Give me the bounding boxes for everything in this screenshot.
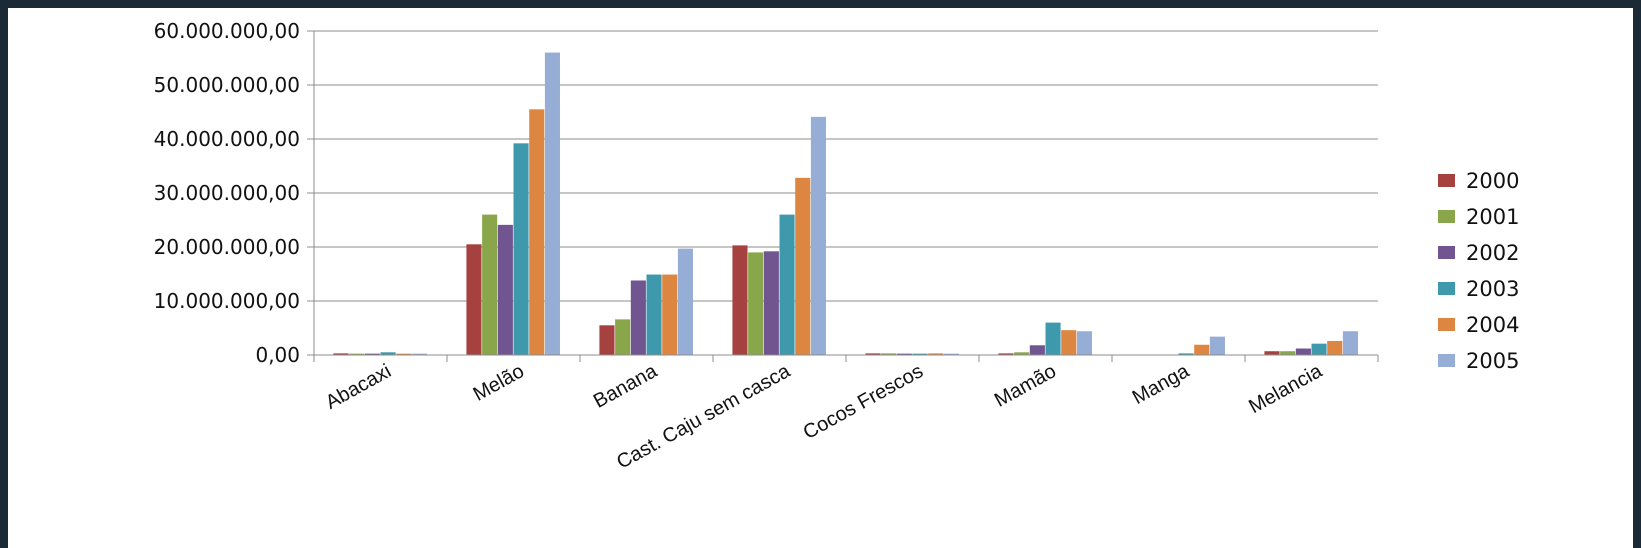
legend-label-2003: 2003 <box>1466 277 1519 301</box>
bar-2001-banana <box>615 319 631 355</box>
bar-2001-cast-caju-sem-casca <box>748 252 764 355</box>
bar-2003-banana <box>646 274 662 355</box>
x-category-label: Abacaxi <box>322 360 395 414</box>
bar-2001-cocos-frescos <box>881 353 897 355</box>
bar-2004-banana <box>662 274 678 355</box>
bar-2003-mam-o <box>1045 322 1061 355</box>
bar-2002-abacaxi <box>364 353 380 355</box>
y-tick-label: 60.000.000,00 <box>154 19 300 43</box>
bar-2000-abacaxi <box>333 353 349 355</box>
bar-2005-abacaxi <box>411 353 427 355</box>
bar-2000-mam-o <box>998 353 1014 355</box>
bar-2004-mam-o <box>1061 330 1077 355</box>
bar-2004-melancia <box>1327 340 1343 355</box>
y-tick-label: 20.000.000,00 <box>154 235 300 259</box>
bar-2002-mam-o <box>1029 345 1045 355</box>
bar-2002-melancia <box>1295 348 1311 355</box>
bar-2003-manga <box>1178 353 1194 355</box>
y-tick-label: 40.000.000,00 <box>154 127 300 151</box>
bar-2003-melancia <box>1311 343 1327 355</box>
bar-2004-cast-caju-sem-casca <box>795 177 811 355</box>
x-category-label: Manga <box>1129 360 1194 409</box>
bar-2005-banana <box>677 248 693 355</box>
bar-2000-cocos-frescos <box>865 353 881 355</box>
x-category-label: Melão <box>470 360 528 406</box>
chart-frame: 0,00 10.000.000,00 20.000.000,00 30.000.000… <box>8 8 1633 548</box>
bar-2004-abacaxi <box>396 353 412 355</box>
legend-label-2001: 2001 <box>1466 205 1519 229</box>
y-tick-label: 30.000.000,00 <box>154 181 300 205</box>
bar-2003-mel-o <box>513 143 529 355</box>
bar-2001-mel-o <box>482 214 498 355</box>
x-category-label: Cocos Frescos <box>800 360 927 444</box>
bar-2005-melancia <box>1342 331 1358 355</box>
legend-label-2002: 2002 <box>1466 241 1519 265</box>
x-category-label: Melancia <box>1245 360 1326 418</box>
legend-swatch-2002 <box>1438 246 1455 259</box>
bar-2000-mel-o <box>466 244 482 355</box>
bar-2005-cocos-frescos <box>943 353 959 355</box>
bar-2002-cocos-frescos <box>896 353 912 355</box>
bar-2004-manga <box>1194 344 1210 355</box>
legend-swatch-2004 <box>1438 318 1455 331</box>
legend-swatch-2005 <box>1438 354 1455 367</box>
y-tick-label: 0,00 <box>255 343 300 367</box>
grouped-bar-chart: 0,00 10.000.000,00 20.000.000,00 30.000.000… <box>154 19 1520 474</box>
bar-2002-cast-caju-sem-casca <box>763 251 779 355</box>
bar-2005-cast-caju-sem-casca <box>810 116 826 355</box>
legend: 2000 2001 2002 2003 2004 2005 <box>1438 169 1519 373</box>
bar-2005-mel-o <box>544 52 560 355</box>
bar-2001-mam-o <box>1014 352 1030 355</box>
bar-2000-cast-caju-sem-casca <box>732 245 748 355</box>
bar-2004-cocos-frescos <box>928 353 944 355</box>
y-tick-labels: 0,00 10.000.000,00 20.000.000,00 30.000.000… <box>154 19 300 367</box>
x-category-label: Banana <box>590 360 662 413</box>
bar-2001-abacaxi <box>349 353 365 355</box>
bar-2004-mel-o <box>529 109 545 355</box>
bars <box>333 52 1358 355</box>
legend-swatch-2003 <box>1438 282 1455 295</box>
legend-label-2000: 2000 <box>1466 169 1519 193</box>
bar-2001-melancia <box>1280 351 1296 355</box>
bar-2003-cocos-frescos <box>912 353 928 355</box>
bar-2002-mel-o <box>497 224 513 355</box>
bar-2000-melancia <box>1264 351 1280 355</box>
bar-2002-banana <box>630 280 646 355</box>
legend-label-2004: 2004 <box>1466 313 1519 337</box>
bar-2005-manga <box>1209 336 1225 355</box>
bar-2005-mam-o <box>1076 331 1092 355</box>
bar-2003-abacaxi <box>380 352 396 355</box>
y-tick-label: 10.000.000,00 <box>154 289 300 313</box>
bar-2003-cast-caju-sem-casca <box>779 214 795 355</box>
legend-swatch-2000 <box>1438 174 1455 187</box>
legend-swatch-2001 <box>1438 210 1455 223</box>
y-tick-label: 50.000.000,00 <box>154 73 300 97</box>
legend-label-2005: 2005 <box>1466 349 1519 373</box>
x-category-label: Mamão <box>991 360 1060 412</box>
bar-2000-banana <box>599 325 615 355</box>
axes <box>307 30 1379 362</box>
